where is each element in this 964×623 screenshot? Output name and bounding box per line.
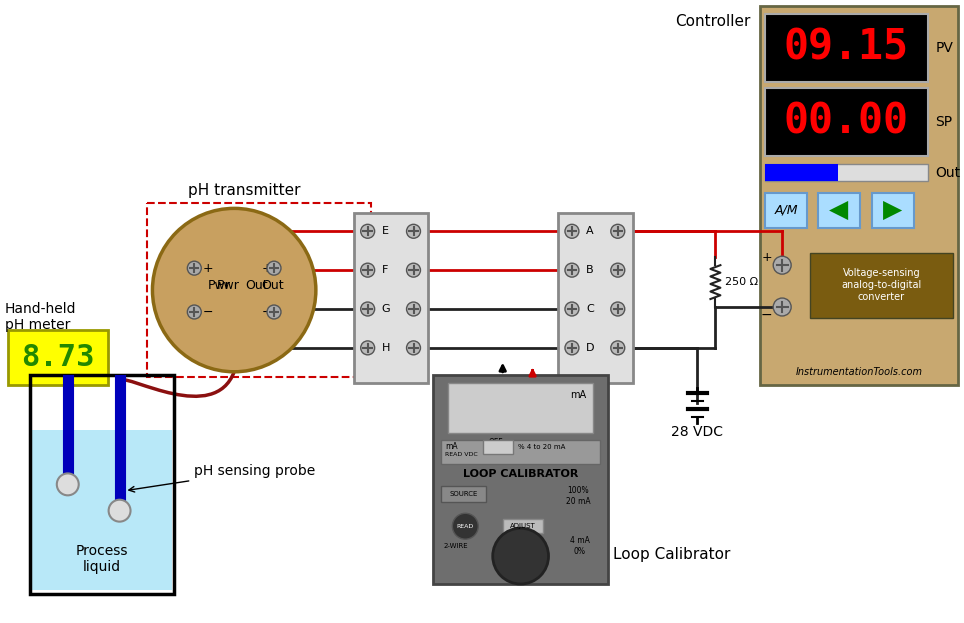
Text: −: −: [262, 305, 273, 318]
Circle shape: [565, 263, 579, 277]
Text: 2-WIRE: 2-WIRE: [443, 543, 469, 549]
Text: Out: Out: [245, 278, 267, 292]
Circle shape: [493, 528, 549, 584]
Text: pH sensing probe: pH sensing probe: [129, 464, 315, 492]
Bar: [810, 253, 952, 318]
Text: pH transmitter: pH transmitter: [188, 183, 301, 198]
Circle shape: [187, 305, 201, 319]
Text: −: −: [761, 308, 772, 322]
Circle shape: [187, 261, 201, 275]
Circle shape: [565, 341, 579, 355]
Circle shape: [452, 513, 478, 539]
Bar: [558, 213, 632, 383]
Text: 100%
20 mA: 100% 20 mA: [566, 487, 590, 506]
Bar: [147, 203, 371, 377]
Text: D: D: [586, 343, 595, 353]
Text: ADJUST: ADJUST: [510, 523, 536, 529]
Bar: [434, 375, 608, 584]
Text: Pwr: Pwr: [208, 278, 230, 292]
Bar: [761, 6, 957, 385]
Bar: [503, 519, 543, 533]
Circle shape: [611, 224, 625, 238]
Circle shape: [407, 302, 420, 316]
Bar: [483, 440, 513, 455]
Circle shape: [361, 302, 375, 316]
Text: 4 mA
0%: 4 mA 0%: [570, 536, 590, 556]
Text: Loop Calibrator: Loop Calibrator: [613, 546, 730, 561]
Circle shape: [611, 341, 625, 355]
Bar: [765, 163, 839, 181]
Text: mA: mA: [570, 390, 586, 400]
Text: PV: PV: [936, 41, 953, 55]
Text: OFF: OFF: [488, 438, 503, 447]
Text: mA: mA: [445, 442, 458, 451]
Text: ▶: ▶: [883, 198, 902, 222]
Circle shape: [773, 256, 791, 274]
Text: Pwr: Pwr: [216, 278, 239, 292]
Text: E: E: [382, 226, 388, 236]
Text: SP: SP: [936, 115, 952, 129]
Circle shape: [267, 261, 281, 275]
Bar: [448, 383, 593, 432]
Text: A: A: [586, 226, 594, 236]
Circle shape: [109, 500, 130, 521]
Circle shape: [152, 208, 316, 372]
Text: READ: READ: [457, 524, 474, 529]
Circle shape: [611, 302, 625, 316]
Text: SOURCE: SOURCE: [449, 492, 477, 497]
Text: ◀: ◀: [829, 198, 848, 222]
Text: 28 VDC: 28 VDC: [672, 425, 724, 439]
Bar: [765, 163, 927, 181]
Text: Hand-held
pH meter: Hand-held pH meter: [5, 302, 76, 332]
Bar: [765, 14, 927, 82]
Bar: [354, 213, 428, 383]
Circle shape: [407, 263, 420, 277]
Circle shape: [57, 473, 79, 495]
Text: B: B: [586, 265, 594, 275]
Circle shape: [407, 341, 420, 355]
Text: A/M: A/M: [774, 204, 798, 217]
Circle shape: [407, 224, 420, 238]
Text: 250 Ω: 250 Ω: [725, 277, 759, 287]
Circle shape: [361, 224, 375, 238]
Text: LOOP CALIBRATOR: LOOP CALIBRATOR: [463, 469, 578, 480]
Text: READ VDC: READ VDC: [445, 452, 478, 457]
Bar: [442, 440, 600, 465]
Text: +: +: [202, 262, 213, 275]
Circle shape: [565, 302, 579, 316]
Circle shape: [611, 263, 625, 277]
Text: InstrumentationTools.com: InstrumentationTools.com: [795, 367, 923, 377]
Text: G: G: [382, 304, 390, 314]
Text: Voltage-sensing
analog-to-digital
converter: Voltage-sensing analog-to-digital conver…: [842, 269, 922, 302]
Text: 8.73: 8.73: [21, 343, 94, 372]
Circle shape: [773, 298, 791, 316]
Text: +: +: [262, 262, 273, 275]
Circle shape: [361, 341, 375, 355]
Bar: [30, 375, 174, 594]
Circle shape: [267, 305, 281, 319]
Text: H: H: [382, 343, 390, 353]
Bar: [765, 193, 807, 228]
Text: % 4 to 20 mA: % 4 to 20 mA: [518, 444, 566, 450]
Text: Process
liquid: Process liquid: [76, 544, 128, 574]
Bar: [818, 193, 860, 228]
Bar: [442, 487, 486, 502]
Text: +: +: [762, 250, 772, 264]
Text: −: −: [202, 305, 213, 318]
Text: F: F: [382, 265, 388, 275]
Circle shape: [565, 224, 579, 238]
Text: 09.15: 09.15: [784, 27, 909, 69]
Circle shape: [361, 263, 375, 277]
Text: 00.00: 00.00: [784, 101, 909, 143]
Text: Out: Out: [936, 166, 961, 179]
Text: Controller: Controller: [675, 14, 750, 29]
Text: Out: Out: [261, 278, 284, 292]
Bar: [871, 193, 914, 228]
Text: C: C: [586, 304, 594, 314]
Bar: [765, 88, 927, 156]
Bar: [8, 330, 108, 385]
Bar: [32, 430, 173, 589]
